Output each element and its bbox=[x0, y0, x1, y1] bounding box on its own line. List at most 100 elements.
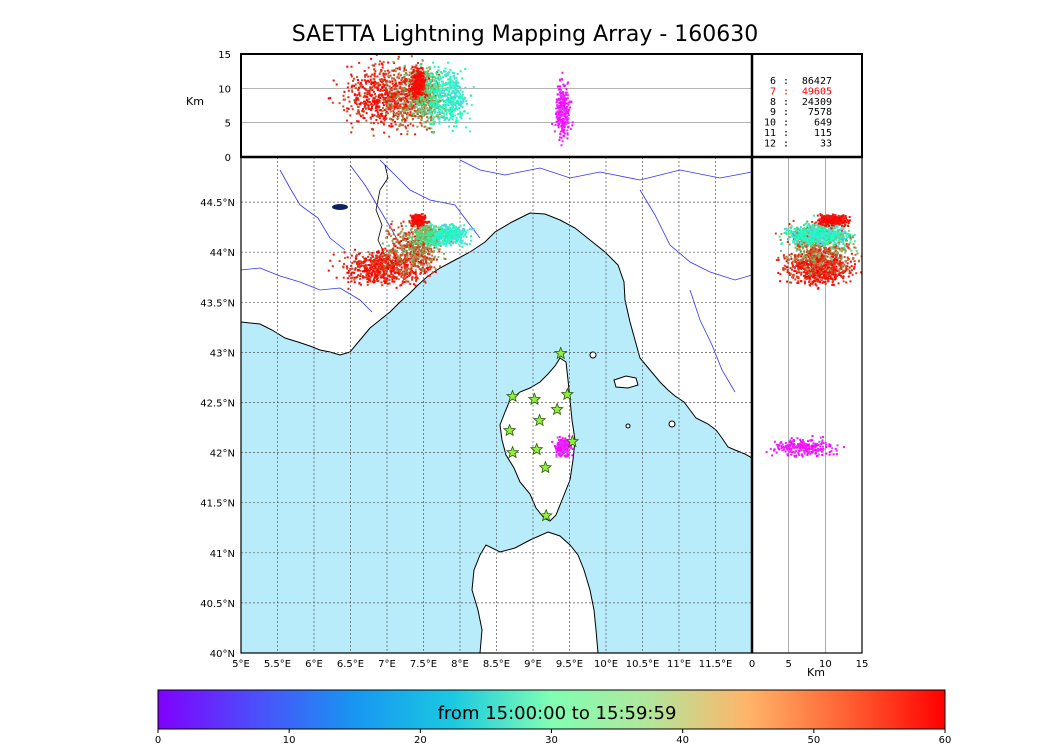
source-point bbox=[558, 139, 561, 142]
source-point bbox=[430, 106, 433, 109]
source-point bbox=[389, 254, 392, 257]
source-point bbox=[419, 63, 422, 66]
source-point bbox=[392, 265, 395, 268]
source-point bbox=[421, 88, 424, 91]
source-point bbox=[374, 256, 377, 259]
source-point bbox=[351, 90, 354, 93]
source-point bbox=[422, 217, 425, 220]
source-point bbox=[405, 245, 408, 248]
source-point bbox=[454, 121, 457, 124]
source-point bbox=[367, 275, 370, 278]
source-point bbox=[441, 83, 444, 86]
source-point bbox=[557, 124, 560, 127]
source-point bbox=[391, 77, 394, 80]
source-point bbox=[428, 121, 431, 124]
river-2 bbox=[279, 169, 346, 251]
source-point bbox=[419, 101, 422, 104]
source-point bbox=[399, 107, 402, 110]
source-point bbox=[425, 67, 428, 70]
source-point bbox=[413, 106, 416, 109]
source-point bbox=[369, 78, 372, 81]
source-point bbox=[382, 104, 385, 107]
source-point bbox=[413, 218, 416, 221]
source-point bbox=[436, 88, 439, 91]
source-point bbox=[440, 241, 443, 244]
source-point bbox=[415, 86, 418, 89]
source-point bbox=[398, 262, 401, 265]
source-point bbox=[353, 276, 356, 279]
source-point bbox=[430, 238, 433, 241]
source-point bbox=[817, 278, 820, 281]
source-point bbox=[410, 254, 413, 257]
source-point bbox=[425, 234, 428, 237]
source-point bbox=[386, 260, 389, 263]
source-point bbox=[449, 109, 452, 112]
source-point bbox=[355, 255, 358, 258]
source-point bbox=[401, 78, 404, 81]
source-point bbox=[390, 261, 393, 264]
source-point bbox=[434, 106, 437, 109]
source-point bbox=[427, 244, 430, 247]
source-point bbox=[388, 279, 391, 282]
source-point bbox=[399, 105, 402, 108]
source-point bbox=[387, 244, 390, 247]
source-point bbox=[401, 76, 404, 79]
source-point bbox=[422, 75, 425, 78]
source-point bbox=[434, 80, 437, 83]
source-point bbox=[814, 266, 817, 269]
source-point bbox=[420, 72, 423, 75]
source-point bbox=[370, 80, 373, 83]
source-point bbox=[403, 99, 406, 102]
source-point bbox=[461, 96, 464, 99]
source-point bbox=[449, 106, 452, 109]
source-point bbox=[380, 252, 383, 255]
source-point bbox=[393, 244, 396, 247]
source-point bbox=[428, 127, 431, 130]
source-point bbox=[428, 247, 431, 250]
source-point bbox=[426, 116, 429, 119]
source-point bbox=[433, 91, 436, 94]
source-point bbox=[422, 85, 425, 88]
source-point bbox=[387, 258, 390, 261]
source-point bbox=[459, 89, 462, 92]
source-point bbox=[420, 238, 423, 241]
source-point bbox=[382, 83, 385, 86]
source-point bbox=[383, 83, 386, 86]
source-point bbox=[813, 263, 816, 266]
source-point bbox=[409, 93, 412, 96]
source-point bbox=[429, 123, 432, 126]
source-point bbox=[392, 246, 395, 249]
source-point bbox=[423, 105, 426, 108]
source-point bbox=[461, 112, 464, 115]
source-point bbox=[363, 87, 366, 90]
source-point bbox=[566, 118, 569, 121]
source-point bbox=[811, 248, 814, 251]
source-point bbox=[350, 65, 353, 68]
source-point bbox=[416, 81, 419, 84]
source-point bbox=[394, 104, 397, 107]
source-point bbox=[420, 124, 423, 127]
source-point bbox=[406, 107, 409, 110]
source-point bbox=[415, 88, 418, 91]
source-point bbox=[432, 235, 435, 238]
source-point bbox=[410, 76, 413, 79]
source-point bbox=[376, 107, 379, 110]
source-point bbox=[428, 226, 431, 229]
source-point bbox=[438, 122, 441, 125]
source-point bbox=[386, 273, 389, 276]
source-point bbox=[435, 86, 438, 89]
source-point bbox=[414, 133, 417, 136]
source-point bbox=[360, 264, 363, 267]
source-point bbox=[555, 107, 558, 110]
source-point bbox=[429, 116, 432, 119]
source-point bbox=[377, 122, 380, 125]
source-point bbox=[439, 236, 442, 239]
source-point bbox=[414, 110, 417, 113]
source-point bbox=[452, 224, 455, 227]
source-point bbox=[411, 87, 414, 90]
source-point bbox=[418, 74, 421, 77]
source-point bbox=[407, 98, 410, 101]
source-point bbox=[360, 83, 363, 86]
source-point bbox=[444, 67, 447, 70]
source-point bbox=[372, 262, 375, 265]
